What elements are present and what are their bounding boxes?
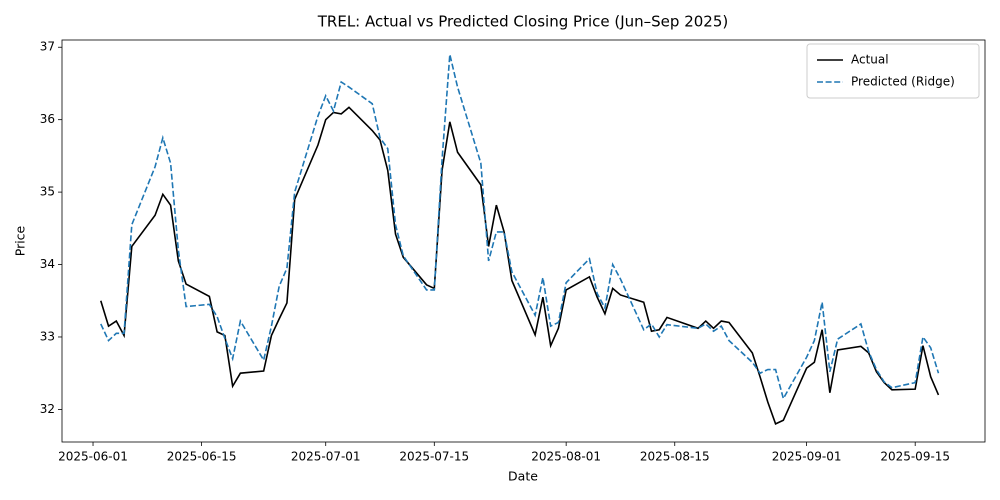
x-tick-label: 2025-07-01 — [291, 450, 361, 464]
x-tick-label: 2025-08-01 — [531, 450, 601, 464]
x-tick-label: 2025-06-01 — [58, 450, 128, 464]
x-axis-label: Date — [508, 469, 538, 484]
legend-box — [806, 43, 980, 99]
x-tick-label: 2025-09-15 — [880, 450, 950, 464]
series-line — [100, 106, 940, 425]
chart-title: TREL: Actual vs Predicted Closing Price … — [317, 13, 728, 31]
plot-frame — [61, 39, 986, 443]
y-tick-label: 37 — [40, 40, 55, 54]
y-tick-label: 35 — [40, 185, 55, 199]
x-tick-label: 2025-09-01 — [772, 450, 842, 464]
y-tick-label: 32 — [40, 402, 55, 416]
legend-label: Actual — [851, 53, 889, 67]
x-tick-label: 2025-06-15 — [167, 450, 237, 464]
legend-label: Predicted (Ridge) — [851, 75, 955, 89]
x-tick-label: 2025-07-15 — [399, 450, 469, 464]
series-line — [100, 54, 940, 401]
y-tick-label: 34 — [40, 257, 55, 271]
y-tick-label: 36 — [40, 112, 55, 126]
x-tick-label: 2025-08-15 — [640, 450, 710, 464]
y-tick-label: 33 — [40, 329, 55, 343]
y-axis-label: Price — [13, 225, 28, 256]
